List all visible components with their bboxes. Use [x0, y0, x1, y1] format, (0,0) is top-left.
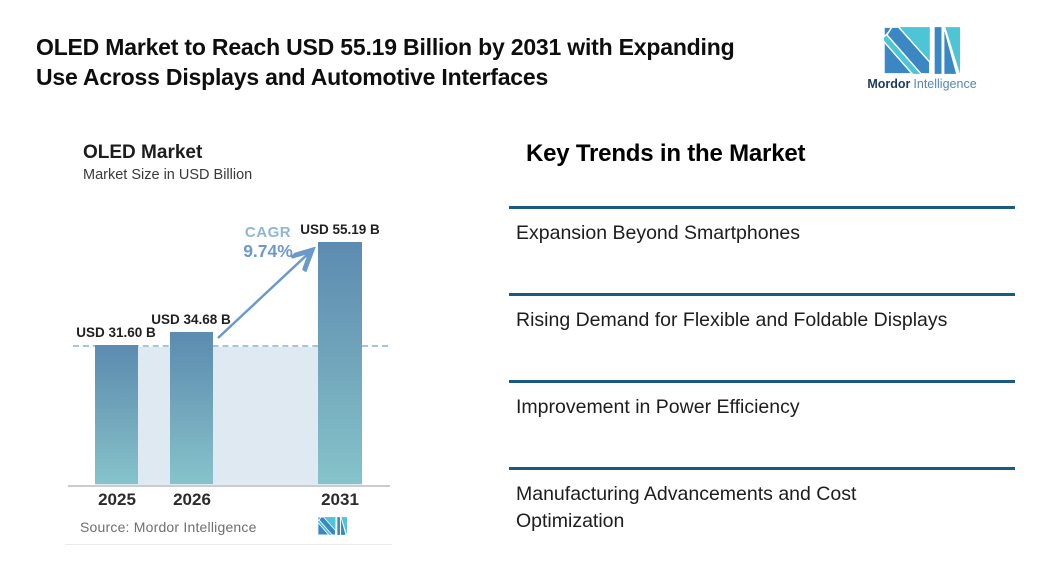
- bar-value-label-2025: USD 31.60 B: [76, 325, 156, 340]
- bar-2026: [170, 332, 213, 484]
- trend-item-power-efficiency: Improvement in Power Efficiency: [509, 380, 1015, 467]
- brand-name-bold: Mordor: [867, 77, 911, 91]
- growth-arrow-icon: [205, 238, 325, 353]
- x-tick-2025: 2025: [98, 490, 136, 509]
- key-trends-panel: Key Trends in the Market Expansion Beyon…: [509, 140, 1015, 532]
- x-tick-2031: 2031: [321, 490, 359, 509]
- bar-2025: [95, 345, 138, 484]
- mordor-intelligence-mini-logo-icon: [317, 516, 347, 540]
- bar-value-label-2026: USD 34.68 B: [151, 312, 231, 327]
- trend-item-manufacturing-cost-optimization: Manufacturing Advancements and Cost Opti…: [509, 467, 1015, 554]
- cagr-label: CAGR: [244, 224, 292, 241]
- page-title: OLED Market to Reach USD 55.19 Billion b…: [36, 32, 851, 92]
- brand-name-light: Intelligence: [913, 77, 977, 91]
- key-trends-list: Expansion Beyond Smartphones Rising Dema…: [509, 206, 1015, 554]
- trend-item-flexible-foldable-displays: Rising Demand for Flexible and Foldable …: [509, 293, 1015, 380]
- bar-value-label-2031: USD 55.19 B: [300, 222, 380, 237]
- cagr-value: 9.74%: [243, 241, 293, 261]
- mordor-intelligence-logo-icon: [858, 27, 986, 74]
- brand-name: Mordor Intelligence: [858, 77, 986, 91]
- page-title-line-2: Use Across Displays and Automotive Inter…: [36, 64, 549, 90]
- chart-reference-band: [95, 347, 362, 485]
- cagr-annotation: CAGR 9.74%: [228, 224, 308, 262]
- chart-reference-dashed-line: [73, 345, 388, 347]
- trend-item-expansion-beyond-smartphones: Expansion Beyond Smartphones: [509, 206, 1015, 293]
- x-axis-line: [68, 485, 390, 487]
- trend-item-label: Expansion Beyond Smartphones: [516, 222, 801, 244]
- chart-source: Source: Mordor Intelligence: [80, 519, 257, 535]
- oled-market-chart-card: OLED Market Market Size in USD Billion U…: [65, 128, 392, 545]
- chart-subtitle: Market Size in USD Billion: [83, 167, 253, 183]
- page-title-line-1: OLED Market to Reach USD 55.19 Billion b…: [36, 34, 735, 60]
- brand-logo: Mordor Intelligence: [858, 27, 986, 91]
- trend-item-label: Rising Demand for Flexible and Foldable …: [516, 309, 948, 331]
- chart-title: OLED Market: [83, 142, 203, 163]
- bar-2031: [318, 242, 362, 484]
- trend-item-label: Improvement in Power Efficiency: [516, 396, 800, 418]
- x-tick-2026: 2026: [173, 490, 211, 509]
- key-trends-heading: Key Trends in the Market: [526, 140, 806, 167]
- trend-item-label: Manufacturing Advancements and Cost Opti…: [516, 483, 857, 532]
